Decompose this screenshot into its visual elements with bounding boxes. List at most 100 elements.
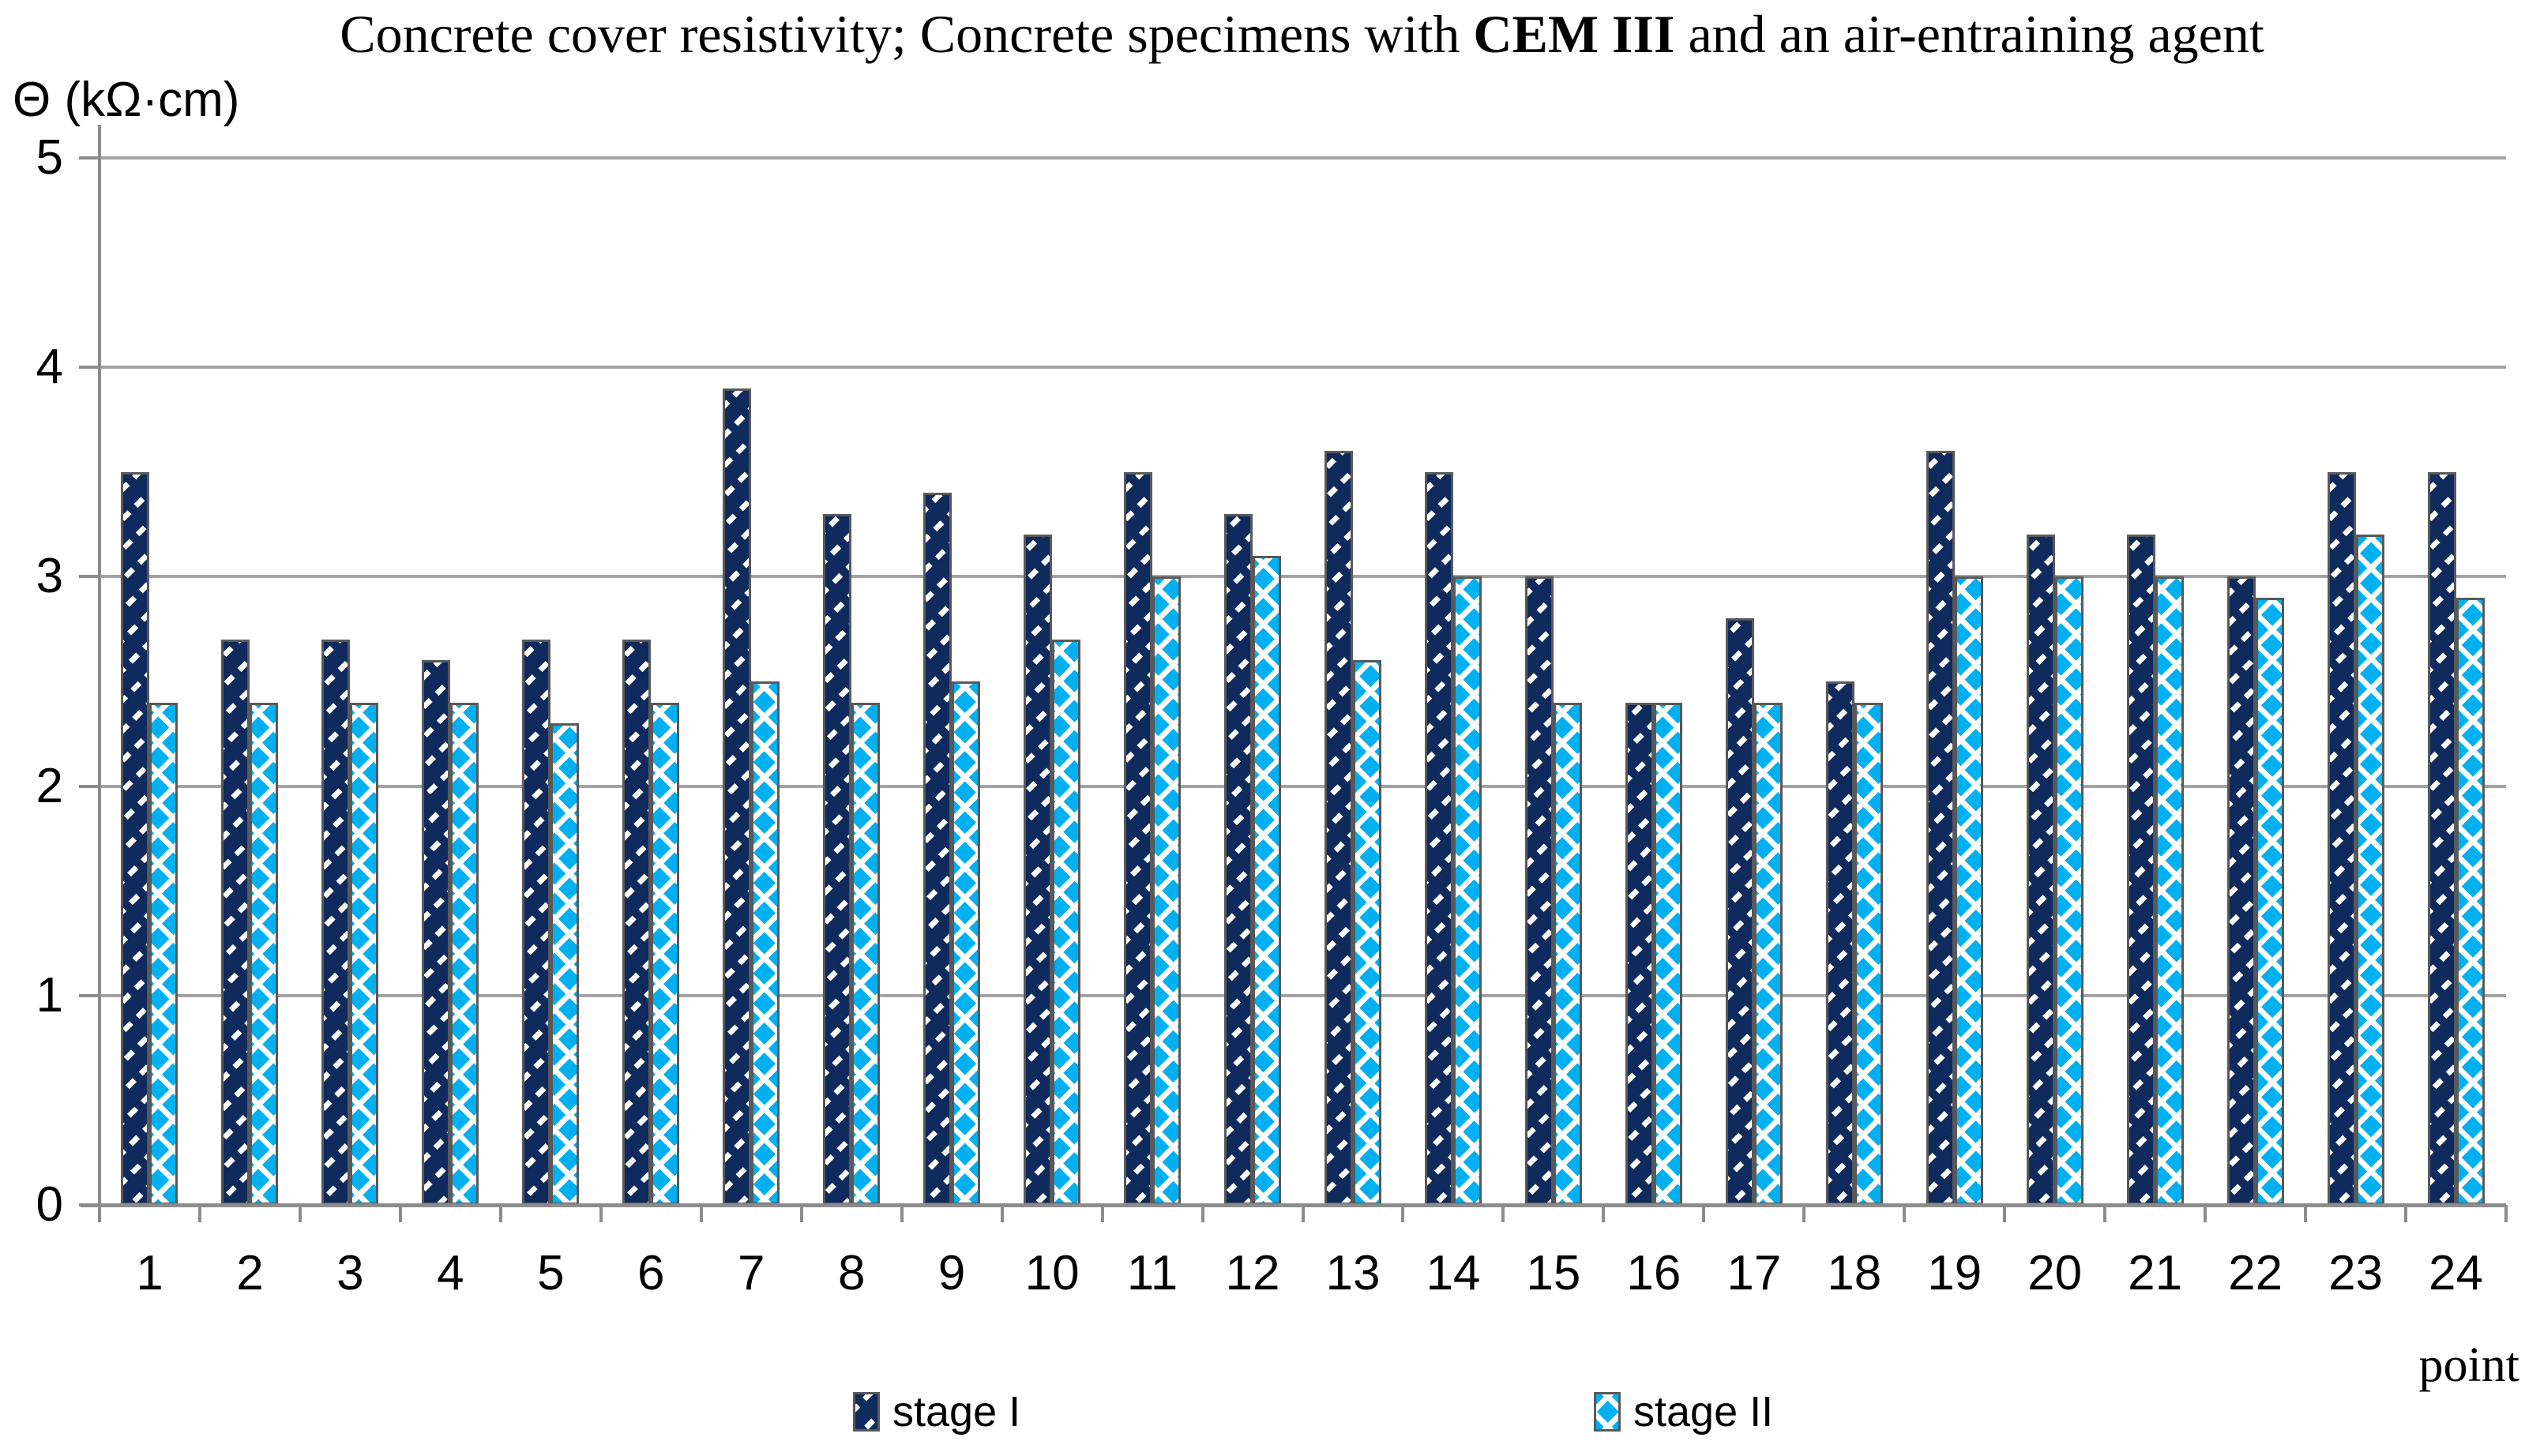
x-tick — [2304, 1205, 2308, 1222]
x-tick — [699, 1205, 703, 1222]
legend-swatch-stage2-icon — [1594, 1392, 1621, 1432]
x-tick-label: 8 — [837, 1246, 866, 1300]
y-tick — [79, 1203, 100, 1206]
x-tick — [2404, 1205, 2408, 1222]
bar-stage-1 — [823, 513, 852, 1205]
gridline — [100, 784, 2506, 788]
x-tick — [2504, 1205, 2508, 1222]
x-tick-label: 16 — [1626, 1246, 1681, 1300]
x-tick — [900, 1205, 904, 1222]
x-tick — [398, 1205, 402, 1222]
bar-stage-1 — [1124, 471, 1153, 1205]
title-text-2: and an air-entraining agent — [1674, 4, 2264, 64]
x-tick — [1201, 1205, 1204, 1222]
y-tick-label: 2 — [36, 758, 63, 813]
bar-stage-2 — [2155, 576, 2184, 1205]
x-tick — [98, 1205, 101, 1222]
y-tick — [79, 156, 100, 159]
bar-stage-1 — [1625, 702, 1654, 1205]
bar-stage-2 — [851, 702, 881, 1205]
x-tick-label: 14 — [1426, 1246, 1481, 1300]
x-tick — [599, 1205, 603, 1222]
bar-stage-1 — [2327, 471, 2356, 1205]
x-tick-label: 6 — [637, 1246, 665, 1300]
bar-stage-2 — [1854, 702, 1883, 1205]
y-tick — [79, 366, 100, 370]
bar-stage-1 — [2126, 535, 2155, 1205]
x-tick-label: 2 — [236, 1246, 264, 1300]
bar-stage-2 — [2054, 576, 2084, 1205]
bar-stage-2 — [1152, 576, 1182, 1205]
bar-stage-2 — [1253, 555, 1282, 1205]
y-tick — [79, 575, 100, 579]
title-text-bold: CEM III — [1473, 4, 1675, 64]
x-tick-label: 4 — [437, 1246, 464, 1300]
x-tick-label: 5 — [537, 1246, 565, 1300]
bar-stage-2 — [250, 702, 279, 1205]
x-axis-line — [81, 1203, 2506, 1207]
bar-stage-2 — [350, 702, 379, 1205]
x-tick — [1802, 1205, 1806, 1222]
bar-stage-1 — [522, 639, 551, 1205]
bar-stage-2 — [550, 723, 580, 1205]
bar-stage-1 — [121, 471, 150, 1205]
x-tick-label: 13 — [1325, 1246, 1381, 1300]
y-axis-line — [98, 125, 101, 1205]
x-tick — [799, 1205, 803, 1222]
bar-stage-1 — [422, 660, 451, 1205]
bar-stage-2 — [1553, 702, 1582, 1205]
chart-title: Concrete cover resistivity; Concrete spe… — [79, 3, 2525, 65]
bar-stage-1 — [723, 388, 752, 1205]
x-tick — [2003, 1205, 2007, 1222]
x-tick-label: 7 — [737, 1246, 765, 1300]
x-tick-label: 24 — [2429, 1246, 2483, 1300]
bar-stage-1 — [1926, 451, 1955, 1205]
title-text-1: Concrete cover resistivity; Concrete spe… — [340, 4, 1474, 64]
legend: stage I stage II — [0, 1387, 2525, 1450]
bar-stage-2 — [1052, 639, 1081, 1205]
x-tick-label: 22 — [2228, 1246, 2283, 1300]
gridline — [100, 575, 2506, 579]
gridline — [100, 366, 2506, 370]
bar-stage-2 — [2455, 597, 2485, 1205]
x-tick-label: 18 — [1827, 1246, 1882, 1300]
bar-stage-1 — [1725, 618, 1754, 1205]
x-tick-label: 9 — [937, 1246, 966, 1300]
bar-stage-2 — [2355, 535, 2384, 1205]
bar-stage-1 — [1524, 576, 1554, 1205]
x-tick — [2204, 1205, 2207, 1222]
gridline — [100, 993, 2506, 997]
x-tick — [1000, 1205, 1004, 1222]
x-tick — [498, 1205, 502, 1222]
bar-stage-1 — [1324, 451, 1353, 1205]
bar-stage-1 — [221, 639, 250, 1205]
legend-label-stage1: stage I — [892, 1388, 1021, 1435]
x-tick-label: 20 — [2027, 1246, 2083, 1300]
bar-stage-1 — [2427, 471, 2456, 1205]
x-tick-label: 3 — [336, 1246, 364, 1300]
x-tick-label: 11 — [1126, 1246, 1178, 1300]
x-tick — [298, 1205, 302, 1222]
x-axis-label: point — [2418, 1338, 2519, 1392]
x-tick — [197, 1205, 201, 1222]
y-tick-label: 1 — [36, 967, 63, 1023]
bar-stage-2 — [2255, 597, 2284, 1205]
bar-stage-1 — [1024, 535, 1053, 1205]
y-tick-label: 0 — [36, 1177, 63, 1232]
x-tick — [1301, 1205, 1305, 1222]
bar-stage-2 — [1452, 576, 1482, 1205]
x-tick-label: 17 — [1727, 1246, 1782, 1300]
bar-stage-1 — [923, 493, 953, 1205]
x-tick-label: 19 — [1927, 1246, 1982, 1300]
bar-stage-2 — [1753, 702, 1783, 1205]
x-tick — [1702, 1205, 1706, 1222]
bar-stage-1 — [1224, 513, 1253, 1205]
x-tick-label: 1 — [136, 1246, 163, 1300]
bar-stage-1 — [2026, 535, 2055, 1205]
bar-stage-2 — [651, 702, 680, 1205]
y-tick — [79, 993, 100, 997]
y-axis-label: Θ (kΩ·cm) — [13, 73, 240, 127]
legend-item-stage1: stage I — [853, 1387, 1020, 1437]
